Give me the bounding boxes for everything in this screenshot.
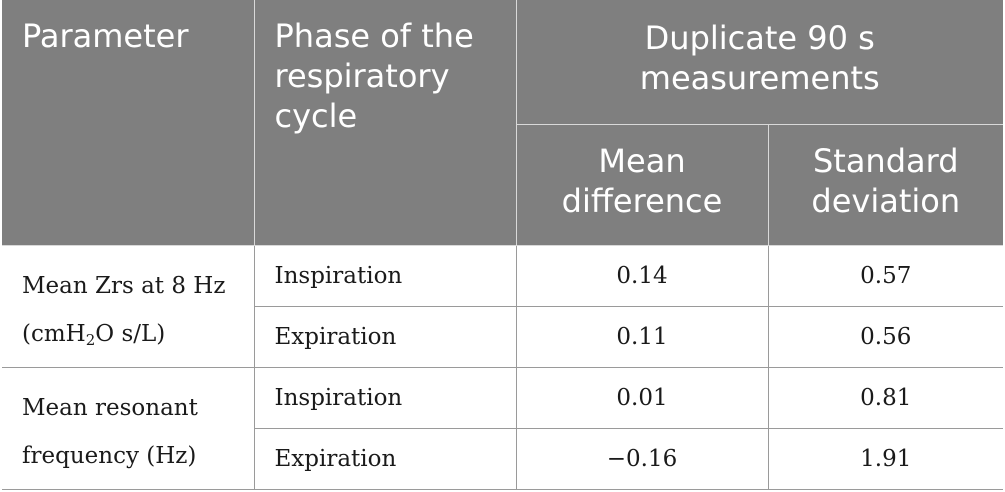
table-row: Expiration −0.16 1.91 bbox=[2, 428, 1003, 490]
parameter-cell-resonant-frequency: Mean resonant frequency (Hz) bbox=[2, 367, 255, 490]
unit-subscript: 2 bbox=[85, 331, 96, 349]
header-row-sub: Mean difference Standard deviation bbox=[2, 124, 1003, 246]
parameter-name-continued: frequency (Hz) bbox=[22, 443, 197, 469]
mean-difference-cell: −0.16 bbox=[515, 428, 769, 490]
header-duplicate-measurements: Duplicate 90 s measurements bbox=[515, 0, 1003, 125]
mean-difference-cell: 0.01 bbox=[515, 367, 769, 429]
parameter-name: Mean Zrs at 8 Hz bbox=[22, 273, 226, 299]
header-parameter: Parameter bbox=[2, 0, 255, 246]
header-mean-difference: Mean difference bbox=[515, 124, 769, 246]
table-header: Parameter Phase of the respiratory cycle… bbox=[2, 0, 1003, 246]
standard-deviation-cell: 0.56 bbox=[767, 306, 1003, 368]
table-row: Expiration 0.11 0.56 bbox=[2, 306, 1003, 368]
table-row: Mean Zrs at 8 Hz (cmH2O s/L) Inspiration… bbox=[2, 245, 1003, 368]
phase-cell: Inspiration bbox=[253, 367, 517, 429]
header-row-top: Parameter Phase of the respiratory cycle… bbox=[2, 0, 1003, 246]
header-phase: Phase of the respiratory cycle bbox=[253, 0, 517, 246]
standard-deviation-cell: 0.81 bbox=[767, 367, 1003, 429]
unit-prefix: (cmH bbox=[22, 321, 86, 347]
parameter-cell-zrs: Mean Zrs at 8 Hz (cmH2O s/L) bbox=[2, 245, 255, 368]
header-standard-deviation: Standard deviation bbox=[767, 124, 1003, 246]
parameter-unit: (cmH2O s/L) bbox=[22, 321, 166, 349]
phase-cell: Expiration bbox=[254, 306, 517, 368]
table-body: Mean Zrs at 8 Hz (cmH2O s/L) Inspiration… bbox=[2, 245, 1003, 490]
mean-difference-cell: 0.11 bbox=[515, 306, 769, 368]
standard-deviation-cell: 0.57 bbox=[767, 245, 1003, 307]
mean-difference-cell: 0.14 bbox=[515, 245, 769, 307]
standard-deviation-cell: 1.91 bbox=[767, 428, 1003, 490]
phase-cell: Expiration bbox=[254, 428, 517, 490]
phase-cell: Inspiration bbox=[253, 245, 517, 307]
table-row: Mean resonant frequency (Hz) Inspiration… bbox=[2, 367, 1003, 490]
parameter-name: Mean resonant bbox=[22, 395, 198, 421]
unit-suffix: O s/L) bbox=[95, 321, 166, 347]
